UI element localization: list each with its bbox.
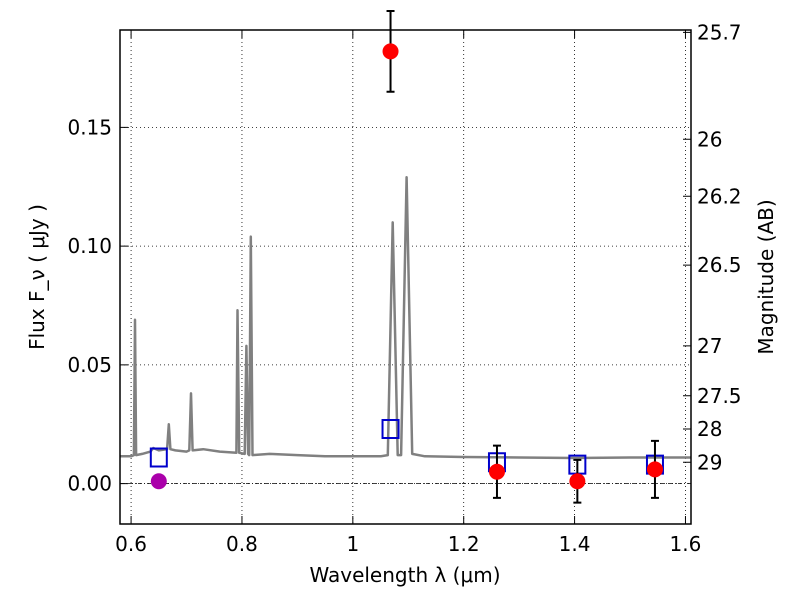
right-tick-label: 27 xyxy=(697,334,722,358)
measurement-point xyxy=(646,461,663,478)
x-axis-label: Wavelength λ (μm) xyxy=(309,563,500,587)
measurement-point xyxy=(488,463,505,480)
right-tick-label: 26.2 xyxy=(697,184,742,208)
right-tick-label: 28 xyxy=(697,417,722,441)
grid xyxy=(120,30,691,524)
right-tick-label: 26 xyxy=(697,127,722,151)
ticks xyxy=(120,30,691,524)
x-tick-label: 1 xyxy=(346,532,359,556)
y-tick-label: 0.10 xyxy=(67,234,112,258)
filter-point-square xyxy=(381,419,400,439)
filter-point-square xyxy=(149,447,168,468)
right-tick-label: 27.5 xyxy=(697,384,742,408)
y-axis-label: Flux F_ν ( μJy ) xyxy=(25,204,49,350)
right-axis-label: Magnitude (AB) xyxy=(754,199,778,354)
y-tick-label: 0.15 xyxy=(67,115,112,139)
x-tick-label: 1.4 xyxy=(559,532,591,556)
measurement-point xyxy=(569,473,586,490)
right-tick-label: 25.7 xyxy=(697,20,742,44)
x-tick-label: 0.6 xyxy=(115,532,147,556)
plot-frame xyxy=(119,29,692,525)
measurement-point xyxy=(150,473,167,490)
x-tick-label: 1.6 xyxy=(670,532,702,556)
x-tick-label: 0.8 xyxy=(226,532,258,556)
measurement-point xyxy=(382,43,399,60)
filter-points-layer xyxy=(149,419,664,475)
right-tick-label: 26.5 xyxy=(697,253,742,277)
right-tick-label: 29 xyxy=(697,450,722,474)
measurements-layer xyxy=(150,10,663,504)
x-tick-label: 1.2 xyxy=(448,532,480,556)
y-tick-label: 0.05 xyxy=(67,353,112,377)
tick-labels: 0.6 0.8 1 1.2 1.4 1.6 0.00 0.05 0.10 0.15 25.7 26 26… xyxy=(67,20,741,556)
y-tick-label: 0.00 xyxy=(67,472,112,496)
